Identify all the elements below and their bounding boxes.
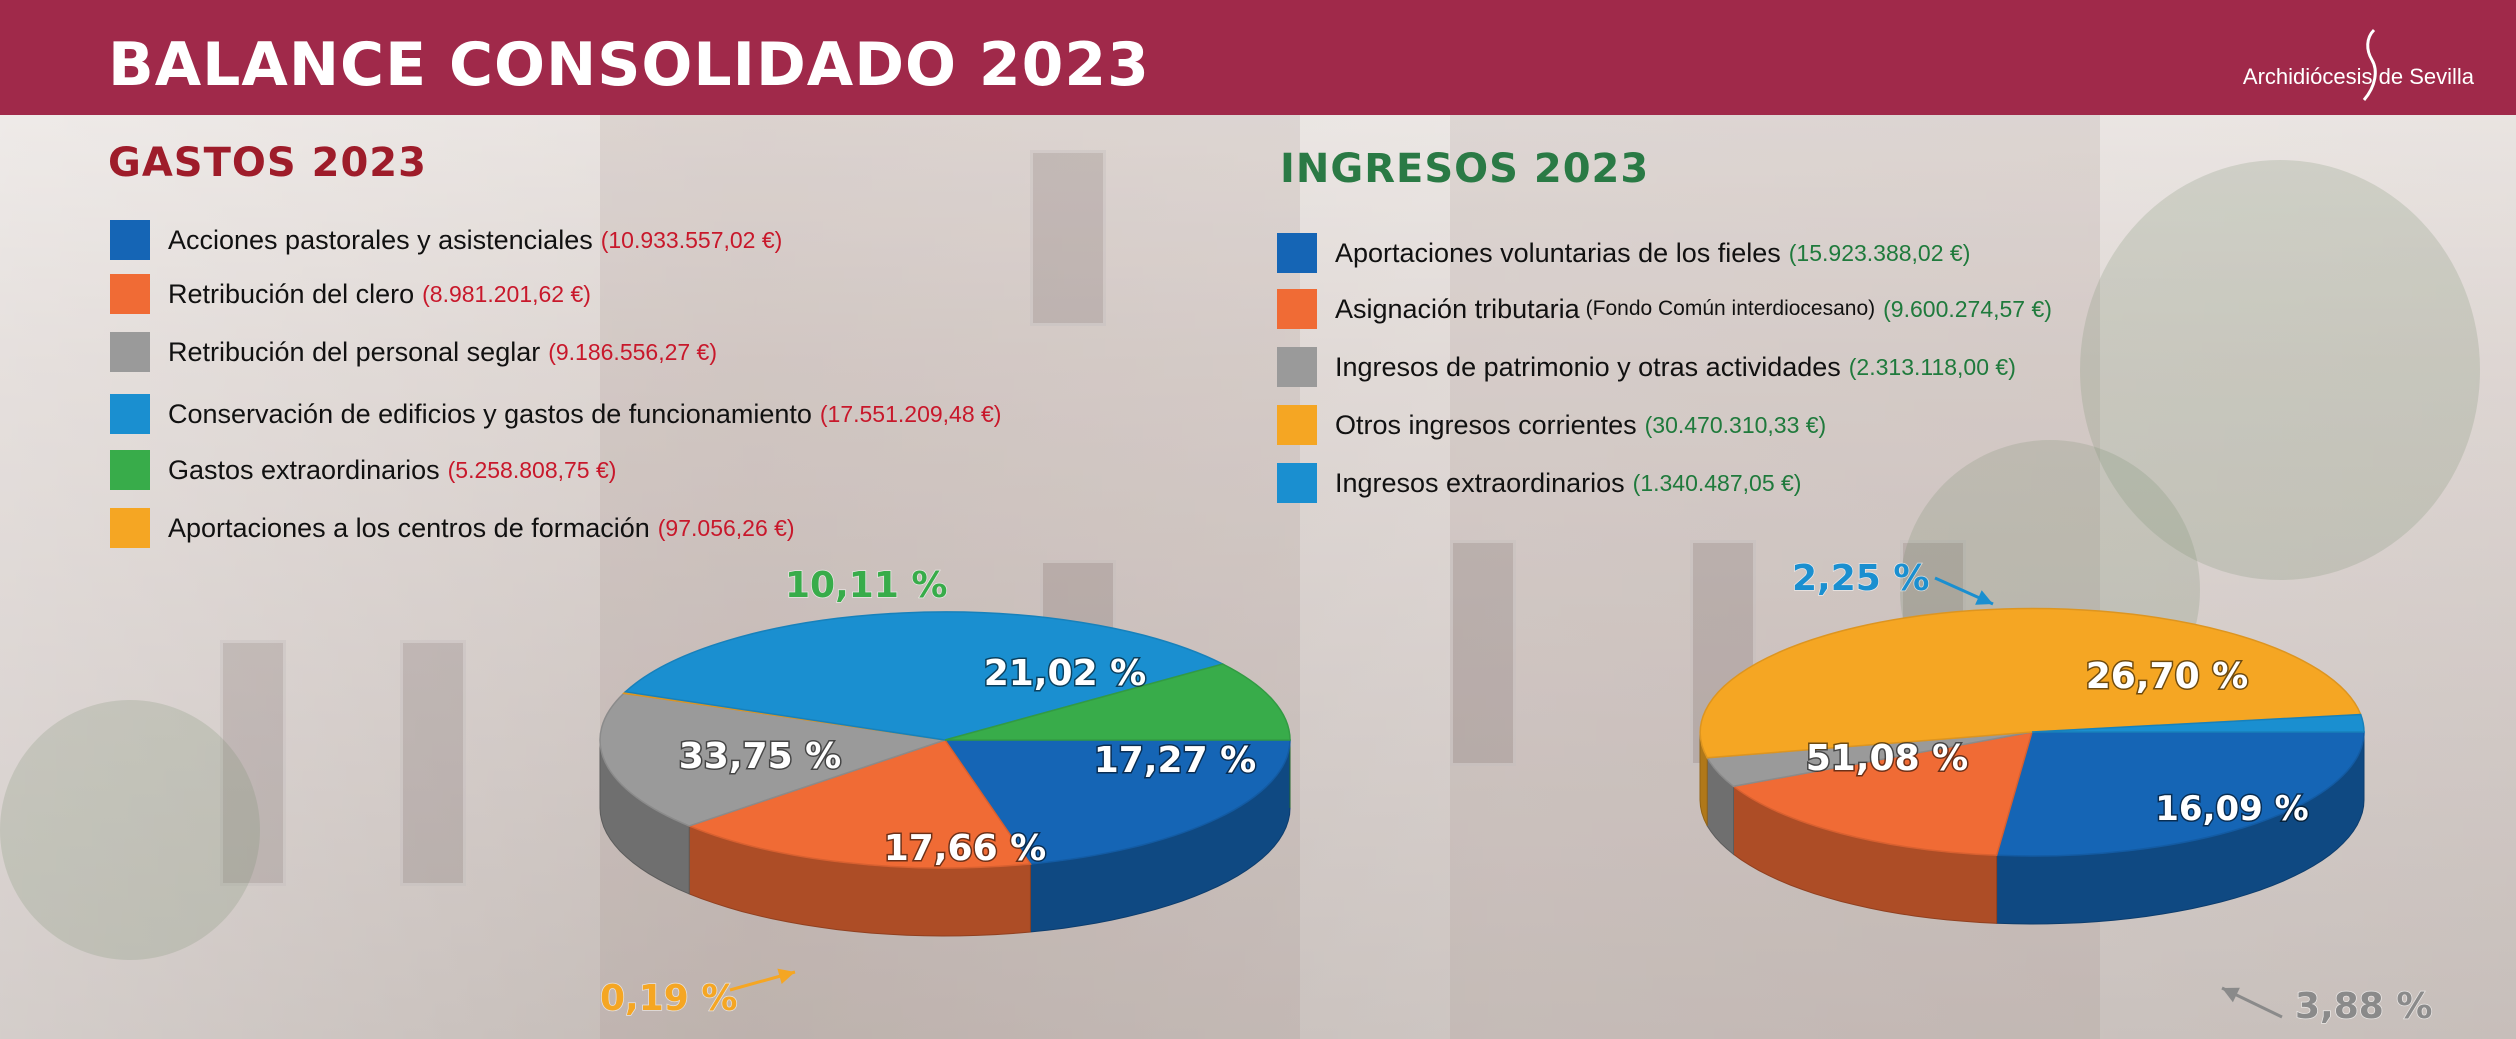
page-title: BALANCE CONSOLIDADO 2023 [108, 30, 1150, 100]
org-logo-flourish [2362, 28, 2377, 101]
legend-item: Acciones pastorales y asistenciales (10.… [110, 220, 782, 260]
legend-label: Ingresos de patrimonio y otras actividad… [1335, 351, 1841, 382]
legend-item: Gastos extraordinarios (5.258.808,75 €) [110, 450, 616, 490]
legend-amount: (9.600.274,57 €) [1883, 295, 2052, 322]
legend-amount: (9.186.556,27 €) [548, 338, 718, 365]
legend-swatch [110, 220, 150, 260]
legend-amount: (30.470.310,33 €) [1644, 411, 1827, 438]
legend-amount: (97.056,26 €) [657, 514, 795, 541]
legend-amount: (10.933.557,02 €) [600, 226, 783, 253]
legend-item: Conservación de edificios y gastos de fu… [110, 394, 1001, 434]
legend-label: Retribución del personal seglar [168, 336, 541, 367]
pie-slice-label: 26,70 % [2086, 656, 2248, 697]
pie-slice-label: 2,25 % [1792, 558, 1929, 599]
legend-swatch [110, 508, 150, 548]
legend-label: Gastos extraordinarios [168, 454, 440, 485]
callout-arrow-head [777, 968, 795, 984]
legend-label: Otros ingresos corrientes [1335, 409, 1637, 440]
pie-slice [623, 611, 1225, 741]
pie-slice [687, 739, 1032, 869]
callout-arrow-head [2222, 987, 2240, 1003]
legend-label: Asignación tributaria [1335, 293, 1580, 324]
legend-swatch [1277, 347, 1317, 387]
pie-chart-ingresos: 26,70 % 16,09 % 3,88 % 51,08 % 2,25 % [1699, 557, 2433, 1028]
legend-amount: (17.551.209,48 €) [819, 400, 1002, 427]
legend-item: Retribución del personal seglar (9.186.5… [110, 332, 717, 372]
pie-slice-label: 16,09 % [2155, 789, 2308, 829]
org-logo-text: Archidiócesis de Sevilla [2242, 64, 2474, 89]
legend-swatch [110, 332, 150, 372]
legend-swatch [110, 394, 150, 434]
pie-slice [1995, 731, 2365, 857]
legend-amount: (2.313.118,00 €) [1848, 353, 2016, 380]
pie-chart-gastos: 21,02 % 17,27 % 17,66 % 0,19 % 33,75 % 10,11 … [599, 564, 1291, 1020]
legend-swatch [1277, 233, 1317, 273]
pie-slice [1699, 607, 2362, 759]
pie-slice-label: 10,11 % [785, 565, 947, 606]
legend-swatch [1277, 463, 1317, 503]
pie-slice-label: 21,02 % [984, 653, 1146, 694]
callout-arrow-head [1975, 590, 1993, 605]
legend-swatch [1277, 289, 1317, 329]
pie-slice-label: 0,19 % [600, 978, 737, 1019]
legend-item: Retribución del clero (8.981.201,62 €) [110, 274, 591, 314]
legend-swatch [1277, 405, 1317, 445]
legend-item: Otros ingresos corrientes (30.470.310,33… [1277, 405, 1826, 445]
legend-item: Aportaciones a los centros de formación … [110, 508, 795, 548]
legend-amount: (5.258.808,75 €) [447, 456, 617, 483]
legend-amount: (8.981.201,62 €) [422, 280, 591, 307]
legend-label: Conservación de edificios y gastos de fu… [168, 398, 812, 429]
legend-label: Aportaciones voluntarias de los fieles [1335, 237, 1781, 268]
legend-item: Asignación tributaria (Fondo Común inter… [1277, 289, 2052, 329]
legend-label: Acciones pastorales y asistenciales [168, 224, 593, 255]
pie-slice [1731, 731, 2034, 857]
pie-slice [943, 739, 1291, 865]
legend-item: Ingresos de patrimonio y otras actividad… [1277, 347, 2016, 387]
ingresos-title: INGRESOS 2023 [1280, 146, 1650, 192]
legend-label: Aportaciones a los centros de formación [168, 512, 650, 543]
legend-item: Ingresos extraordinarios (1.340.487,05 €… [1277, 463, 1801, 503]
legend-item: Aportaciones voluntarias de los fieles (… [1277, 233, 1970, 273]
pie-slice-label: 17,27 % [1094, 740, 1256, 781]
legend-label: Retribución del clero [168, 278, 415, 309]
header-bar: BALANCE CONSOLIDADO 2023 Archidiócesis d… [0, 0, 2516, 115]
legend-swatch [110, 274, 150, 314]
pie-slice-label: 51,08 % [1806, 738, 1968, 779]
gastos-title: GASTOS 2023 [108, 140, 427, 186]
legend-amount: (15.923.388,02 €) [1788, 239, 1971, 266]
pie-slice [599, 692, 946, 827]
pie-slice-label: 33,75 % [679, 736, 841, 777]
legend-label: Ingresos extraordinarios [1335, 467, 1625, 498]
pie-slice [944, 663, 1291, 741]
legend-amount: (1.340.487,05 €) [1632, 469, 1802, 496]
legend-sublabel: (Fondo Común interdiocesano) [1585, 297, 1876, 320]
pie-slice-label: 17,66 % [884, 828, 1046, 869]
legend-swatch [110, 450, 150, 490]
pie-slice [2031, 713, 2365, 733]
pie-slice-label: 3,88 % [2295, 986, 2432, 1027]
